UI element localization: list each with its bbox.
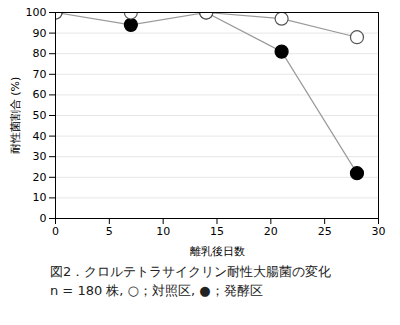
svg-text:耐性菌割合 (%): 耐性菌割合 (%) (9, 77, 22, 155)
svg-text:30: 30 (33, 150, 47, 163)
svg-text:40: 40 (33, 130, 47, 143)
html-text:図2．クロルテトラサイクリン耐性大腸菌の変化: 図2．クロルテトラサイクリン耐性大腸菌の変化 (50, 264, 332, 279)
svg-text:90: 90 (33, 27, 47, 40)
svg-text:70: 70 (33, 68, 47, 81)
html-text:n = 180 株, ○；対照区, ●；発酵区: n = 180 株, ○；対照区, ●；発酵区 (50, 283, 263, 298)
svg-text:50: 50 (33, 109, 47, 122)
svg-text:30: 30 (372, 225, 386, 238)
svg-text:10: 10 (156, 225, 170, 238)
svg-text:0: 0 (52, 225, 59, 238)
svg-text:離乳後日数: 離乳後日数 (190, 245, 245, 258)
svg-text:0: 0 (40, 212, 47, 225)
svg-text:25: 25 (318, 225, 332, 238)
svg-text:60: 60 (33, 88, 47, 101)
svg-text:15: 15 (210, 225, 224, 238)
svg-text:5: 5 (106, 225, 113, 238)
svg-text:10: 10 (33, 191, 47, 204)
svg-text:80: 80 (33, 47, 47, 60)
svg-text:20: 20 (264, 225, 278, 238)
svg-text:100: 100 (26, 6, 47, 19)
svg-text:20: 20 (33, 171, 47, 184)
